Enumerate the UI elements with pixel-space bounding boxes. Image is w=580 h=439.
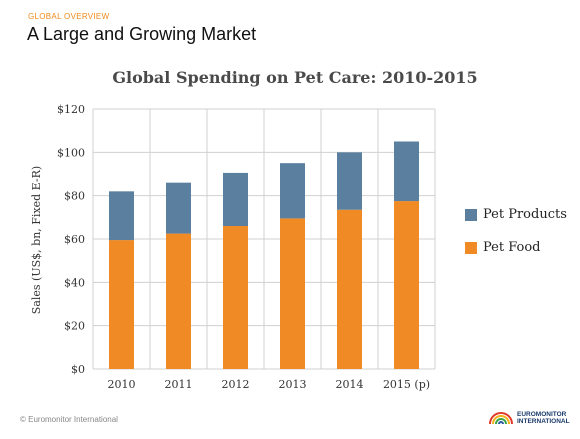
y-tick-label: $0 — [71, 363, 85, 376]
x-tick-labels: 2010 2011 2012 2013 2014 2015 (p) — [108, 378, 431, 391]
x-tick-label: 2013 — [279, 378, 307, 391]
page-title: A Large and Growing Market — [27, 24, 257, 44]
bar-pet-food — [280, 218, 305, 369]
bar-pet-products — [109, 191, 134, 241]
bar-pet-food — [166, 233, 191, 369]
y-tick-label: $120 — [57, 103, 85, 116]
gridlines — [92, 108, 436, 370]
bars — [109, 141, 419, 369]
bar-pet-food — [109, 240, 134, 369]
bar-pet-products — [394, 141, 419, 202]
y-axis-title: Sales (US$, bn, Fixed E-R) — [30, 166, 43, 314]
logo-line-2: INTERNATIONAL — [517, 418, 570, 425]
logo-line-1: EUROMONITOR — [517, 411, 567, 418]
chart-title: Global Spending on Pet Care: 2010-2015 — [112, 68, 478, 87]
legend-item-pet-products: Pet Products — [465, 207, 567, 222]
legend-swatch-pet-products — [465, 208, 477, 221]
y-tick-label: $60 — [64, 233, 85, 246]
x-tick-label: 2015 (p) — [383, 378, 430, 391]
bar-pet-food — [223, 226, 248, 369]
y-tick-label: $80 — [64, 190, 85, 203]
section-tag: GLOBAL OVERVIEW — [28, 12, 110, 21]
legend-label-pet-food: Pet Food — [483, 240, 541, 255]
bar-pet-products — [223, 172, 248, 226]
rainbow-logo-icon — [489, 412, 513, 425]
bar-pet-food — [337, 209, 362, 369]
copyright-text: © Euromonitor International — [20, 415, 118, 424]
legend-item-pet-food: Pet Food — [465, 240, 567, 255]
y-tick-labels: $0 $20 $40 $60 $80 $100 $120 — [57, 103, 85, 376]
legend: Pet Products Pet Food — [465, 207, 567, 273]
x-tick-label: 2012 — [222, 378, 250, 391]
y-tick-label: $40 — [64, 276, 85, 289]
bar-pet-products — [280, 163, 305, 219]
x-tick-label: 2014 — [336, 378, 364, 391]
bar-pet-products — [166, 182, 191, 234]
y-tick-label: $20 — [64, 320, 85, 333]
x-tick-label: 2011 — [165, 378, 193, 391]
legend-swatch-pet-food — [465, 241, 477, 254]
x-tick-label: 2010 — [108, 378, 136, 391]
bar-pet-products — [337, 152, 362, 210]
legend-label-pet-products: Pet Products — [483, 207, 567, 222]
euromonitor-logo: EUROMONITOR INTERNATIONAL — [488, 411, 570, 425]
bar-pet-food — [394, 201, 419, 369]
y-tick-label: $100 — [57, 146, 85, 159]
